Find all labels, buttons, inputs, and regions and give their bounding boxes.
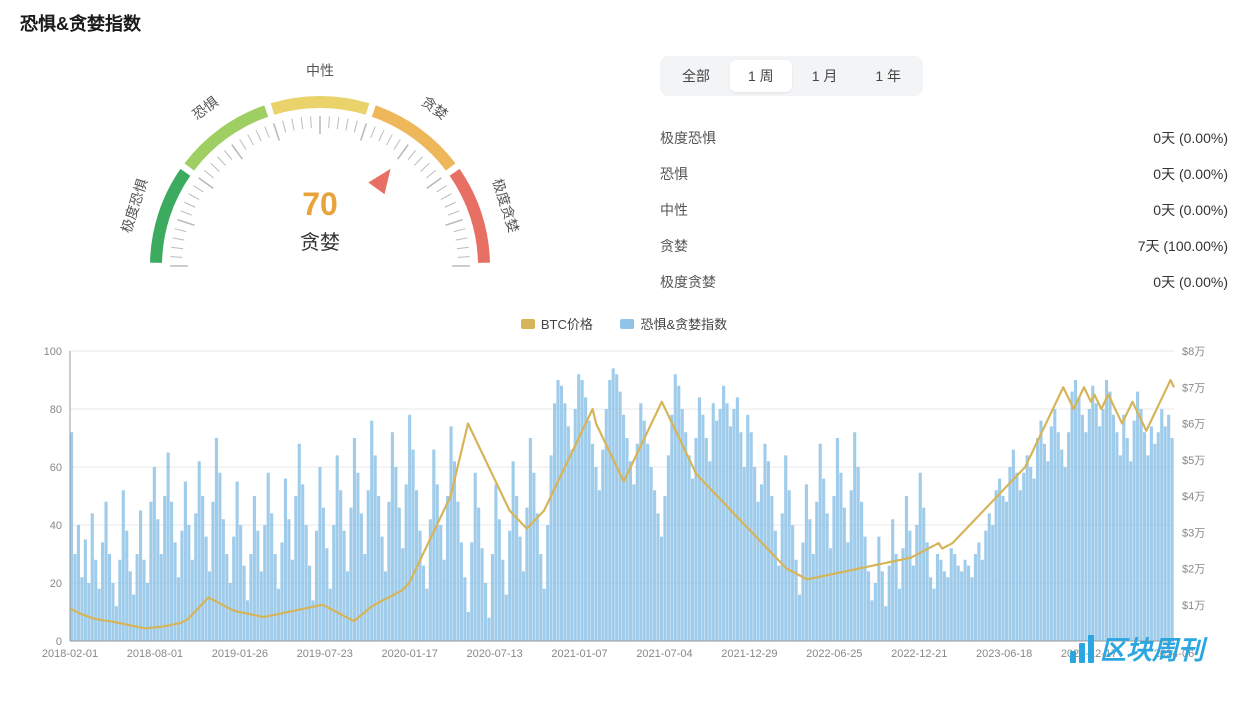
svg-text:中性: 中性 xyxy=(306,63,334,79)
stat-row: 极度恐惧0天 (0.00%) xyxy=(660,120,1228,156)
stat-row: 极度贪婪0天 (0.00%) xyxy=(660,264,1228,300)
svg-text:2021-12-29: 2021-12-29 xyxy=(721,648,777,660)
svg-text:2019-07-23: 2019-07-23 xyxy=(297,648,353,660)
chart-legend: BTC价格 恐惧&贪婪指数 xyxy=(20,314,1228,333)
svg-text:极度恐惧: 极度恐惧 xyxy=(118,177,151,235)
stat-row: 贪婪7天 (100.00%) xyxy=(660,228,1228,264)
svg-text:2018-08-01: 2018-08-01 xyxy=(127,648,183,660)
svg-text:2021-07-04: 2021-07-04 xyxy=(636,648,692,660)
stat-row: 恐惧0天 (0.00%) xyxy=(660,156,1228,192)
tab-3[interactable]: 1 年 xyxy=(857,60,919,92)
stats-list: 极度恐惧0天 (0.00%)恐惧0天 (0.00%)中性0天 (0.00%)贪婪… xyxy=(660,120,1228,300)
svg-text:极度贪婪: 极度贪婪 xyxy=(489,177,522,235)
svg-text:0: 0 xyxy=(56,636,62,648)
tab-1[interactable]: 1 周 xyxy=(730,60,792,92)
svg-text:2022-06-25: 2022-06-25 xyxy=(806,648,862,660)
stat-row: 中性0天 (0.00%) xyxy=(660,192,1228,228)
svg-text:20: 20 xyxy=(50,578,62,590)
legend-btc[interactable]: BTC价格 xyxy=(521,314,593,333)
svg-text:2021-01-07: 2021-01-07 xyxy=(551,648,607,660)
svg-text:$3万: $3万 xyxy=(1182,527,1205,539)
tab-0[interactable]: 全部 xyxy=(664,60,728,92)
svg-text:40: 40 xyxy=(50,520,62,532)
svg-text:2019-01-26: 2019-01-26 xyxy=(212,648,268,660)
time-range-tabs: 全部1 周1 月1 年 xyxy=(660,56,923,96)
svg-text:$6万: $6万 xyxy=(1182,419,1205,431)
svg-text:$7万: $7万 xyxy=(1182,382,1205,394)
svg-text:60: 60 xyxy=(50,462,62,474)
gauge-value: 70 xyxy=(302,186,338,223)
svg-text:2020-01-17: 2020-01-17 xyxy=(382,648,438,660)
svg-text:贪婪: 贪婪 xyxy=(419,93,451,122)
legend-fgi[interactable]: 恐惧&贪婪指数 xyxy=(620,314,727,333)
svg-text:2023-06-18: 2023-06-18 xyxy=(976,648,1032,660)
page-title: 恐惧&贪婪指数 xyxy=(20,10,1228,36)
svg-text:$5万: $5万 xyxy=(1182,455,1205,467)
svg-text:2018-02-01: 2018-02-01 xyxy=(42,648,98,660)
svg-text:$2万: $2万 xyxy=(1182,564,1205,576)
svg-text:2020-07-13: 2020-07-13 xyxy=(466,648,522,660)
svg-text:80: 80 xyxy=(50,404,62,416)
svg-text:$8万: $8万 xyxy=(1182,346,1205,358)
gauge-chart: 极度恐惧恐惧中性贪婪极度贪婪 70 贪婪 xyxy=(20,46,620,306)
gauge-label: 贪婪 xyxy=(300,226,340,255)
svg-text:$1万: $1万 xyxy=(1182,600,1205,612)
watermark-logo: 区块周刊 xyxy=(1070,630,1204,667)
svg-text:100: 100 xyxy=(44,346,62,358)
svg-text:恐惧: 恐惧 xyxy=(189,93,221,122)
main-chart: 0 20 40 60 80 100 $1万 $2万 $3万 $4万 $5万 $6万 $7万 $8万 2018… xyxy=(24,341,1224,671)
svg-text:2022-12-21: 2022-12-21 xyxy=(891,648,947,660)
svg-text:$4万: $4万 xyxy=(1182,491,1205,503)
tab-2[interactable]: 1 月 xyxy=(794,60,856,92)
